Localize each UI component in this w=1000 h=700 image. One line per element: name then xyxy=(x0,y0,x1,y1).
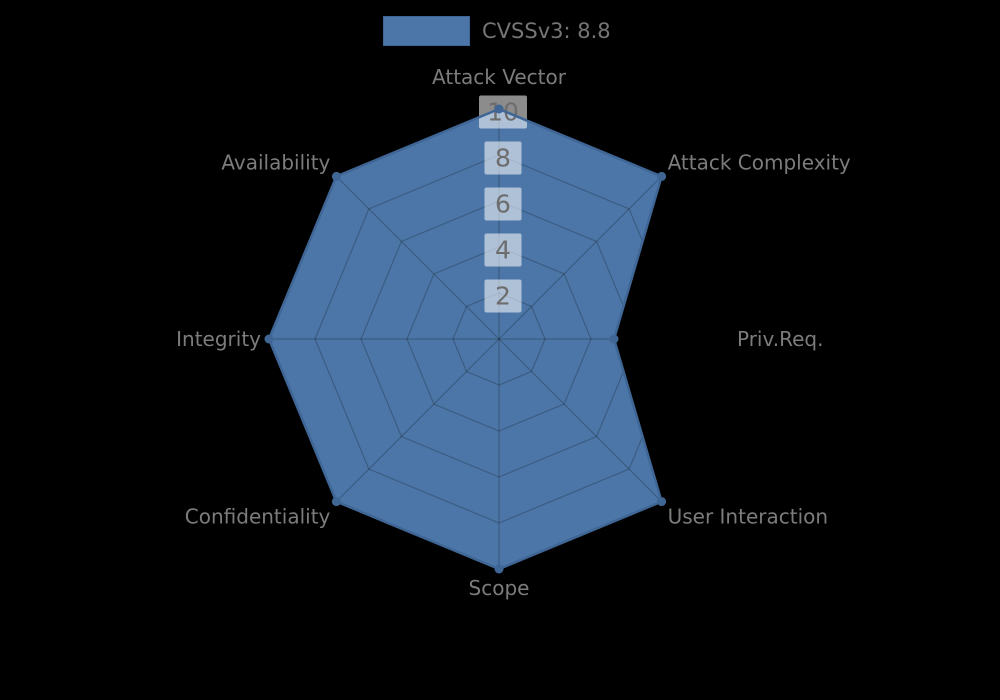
grid-spoke xyxy=(498,175,663,340)
vertex-marker xyxy=(494,564,504,574)
vertex-marker xyxy=(264,334,274,344)
axis-label-availability: Availability xyxy=(221,150,330,174)
radial-tick-box xyxy=(484,187,522,221)
vertex-marker xyxy=(657,171,667,181)
vertex-marker xyxy=(657,497,667,507)
grid-ring xyxy=(360,200,638,478)
radial-tick-label: 6 xyxy=(495,190,511,219)
vertex-marker xyxy=(331,497,341,507)
grid-spoke xyxy=(335,338,500,503)
legend-label: CVSSv3: 8.8 xyxy=(482,19,611,43)
axis-label-attack-complexity: Attack Complexity xyxy=(668,150,851,174)
radial-tick-label: 2 xyxy=(495,282,511,311)
grid-spoke xyxy=(498,338,663,503)
radial-tick-box xyxy=(484,279,522,313)
grid-ring xyxy=(406,246,592,432)
radial-tick-label: 8 xyxy=(495,144,511,173)
vertex-marker xyxy=(331,171,341,181)
series-area xyxy=(269,109,662,569)
legend-swatch xyxy=(383,16,470,46)
grid-ring xyxy=(314,154,684,524)
axis-label-priv-req: Priv.Req. xyxy=(737,327,823,351)
axis-label-scope: Scope xyxy=(469,576,530,600)
axis-label-user-interaction: User Interaction xyxy=(668,505,828,529)
axis-label-integrity: Integrity xyxy=(176,327,261,351)
radial-tick-label: 4 xyxy=(495,236,511,265)
vertex-marker xyxy=(609,334,619,344)
radial-tick-box xyxy=(484,233,522,267)
legend: CVSSv3: 8.8 xyxy=(383,16,611,46)
axis-label-confidentiality: Confidentiality xyxy=(185,505,331,529)
axis-label-attack-vector: Attack Vector xyxy=(432,65,567,89)
radial-tick-box xyxy=(484,141,522,175)
grid-spoke xyxy=(335,175,500,340)
grid-ring xyxy=(452,292,546,386)
vertex-marker xyxy=(494,104,504,114)
